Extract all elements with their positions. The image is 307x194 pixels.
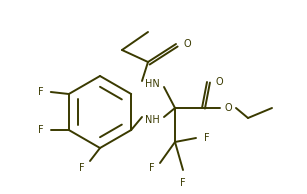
Text: F: F xyxy=(150,163,155,173)
Text: O: O xyxy=(215,77,223,87)
Text: F: F xyxy=(180,178,186,188)
Text: NH: NH xyxy=(145,115,159,125)
Text: HN: HN xyxy=(145,79,159,89)
Text: F: F xyxy=(204,133,210,143)
Text: F: F xyxy=(79,163,85,173)
Text: O: O xyxy=(184,39,192,49)
Text: F: F xyxy=(38,125,44,135)
Text: O: O xyxy=(224,103,232,113)
Text: F: F xyxy=(38,87,44,97)
